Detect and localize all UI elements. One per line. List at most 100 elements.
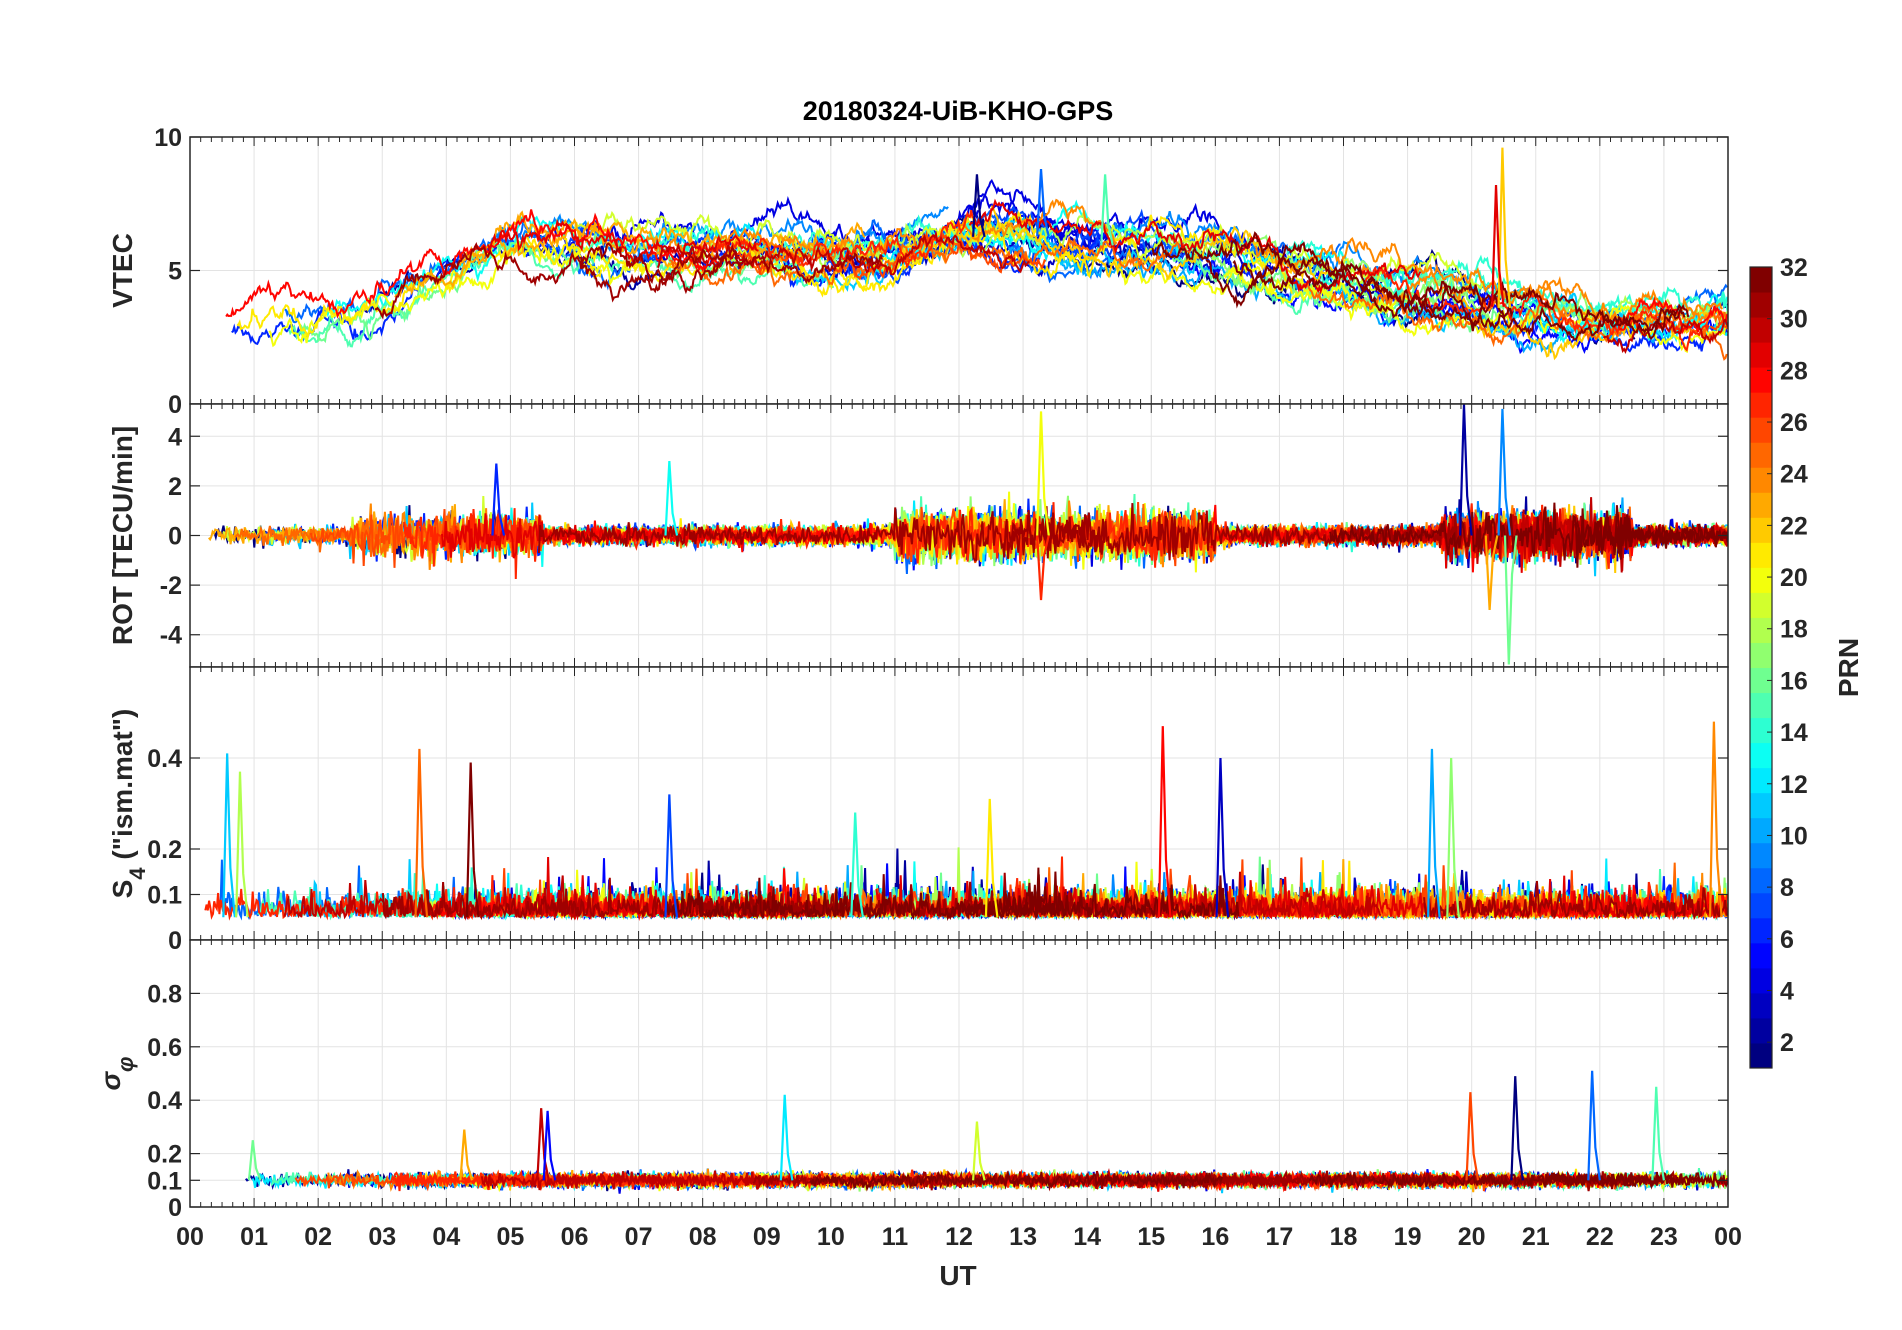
y-tick-label: 0.2	[147, 1141, 182, 1169]
colorbar-segment	[1750, 842, 1772, 869]
peak-point	[1484, 535, 1499, 611]
x-tick-label: 03	[368, 1223, 396, 1251]
x-tick-label: 21	[1522, 1223, 1550, 1251]
x-axis-label: UT	[939, 1260, 976, 1291]
colorbar-segment	[1750, 342, 1772, 368]
y-tick-label: 0	[168, 523, 182, 551]
colorbar-segment	[1750, 542, 1772, 568]
colorbar-segment	[1750, 892, 1772, 919]
colorbar-tick-label: 20	[1780, 564, 1808, 592]
colorbar-tick-label: 18	[1780, 616, 1808, 644]
series-line-prn-14	[655, 214, 980, 258]
y-tick-label: 4	[168, 423, 182, 451]
y-tick-label: 0.6	[147, 1034, 182, 1062]
colorbar-segment	[1750, 717, 1772, 744]
series-line-prn-29	[1301, 875, 1722, 921]
colorbar-tick-label: 30	[1780, 306, 1808, 334]
colorbar-tick-label: 28	[1780, 357, 1808, 385]
colorbar-segment	[1750, 917, 1772, 944]
peak-point	[414, 748, 429, 918]
peak-point	[1036, 168, 1050, 237]
colorbar-segment	[1750, 767, 1772, 794]
series-line-prn-19	[1110, 223, 1485, 293]
x-tick-label: 12	[945, 1223, 973, 1251]
series-line-prn-32	[1205, 258, 1690, 341]
y-axis-label: σφ	[95, 1056, 138, 1090]
colorbar-segment	[1750, 967, 1772, 994]
series-line-prn-30	[656, 230, 1030, 276]
colorbar-segment	[1750, 292, 1772, 318]
colorbar-segment	[1750, 317, 1772, 343]
series-line-prn-32	[1232, 256, 1514, 332]
peak-point	[779, 1094, 794, 1181]
colorbar-frame	[1749, 266, 1773, 1069]
traces	[225, 147, 1728, 361]
peak-point	[1708, 721, 1723, 918]
x-tick-label: 00	[176, 1223, 204, 1251]
peak-point	[1510, 1076, 1525, 1181]
colorbar-segment	[1750, 867, 1772, 894]
panel-vtec: 0 5 10 VTEC	[107, 124, 1729, 419]
colorbar-segment	[1750, 667, 1772, 694]
series-line-prn-21	[555, 210, 1090, 298]
series-line-prn-28	[1614, 296, 1728, 335]
colorbar-tick-label: 2	[1780, 1029, 1794, 1057]
x-tick-label: 11	[882, 1223, 909, 1251]
peak-point	[235, 771, 249, 918]
series-line-prn-26	[1709, 319, 1728, 331]
y-tick-label: 0	[168, 927, 182, 955]
y-axis-label: S4 ("ism.mat")	[107, 709, 150, 899]
series-line-prn-31	[537, 507, 1106, 562]
colorbar-tick-label: 16	[1780, 667, 1808, 695]
colorbar-segment	[1750, 567, 1772, 593]
series-line-prn-25	[669, 235, 1191, 288]
series-line-prn-32	[809, 1170, 1224, 1192]
peak-point	[1036, 535, 1050, 601]
series-line-prn-14	[1365, 254, 1728, 321]
x-tick-label: 22	[1586, 1223, 1614, 1251]
peak-point	[491, 463, 506, 536]
series-line-prn-25	[1296, 279, 1728, 361]
series-line-prn-32	[961, 867, 1240, 920]
peak-point	[459, 1129, 474, 1181]
colorbar-segment	[1750, 492, 1772, 518]
y-tick-label: 0.1	[147, 1167, 182, 1195]
y-tick-label: 0	[168, 391, 182, 419]
colorbar-tick-label: 10	[1780, 822, 1808, 850]
series-line-prn-30	[283, 875, 595, 921]
series-line-prn-32	[1151, 231, 1686, 341]
y-tick-label: -2	[160, 572, 182, 600]
peak-point	[1446, 757, 1460, 918]
series-line-prn-29	[441, 513, 792, 559]
y-tick-label: 0.8	[147, 980, 182, 1008]
series-line-prn-31	[1423, 880, 1728, 920]
colorbar-segment	[1750, 1042, 1772, 1069]
series-line-prn-22	[858, 204, 1334, 286]
colorbar-tick-label: 22	[1780, 512, 1808, 540]
series-line-prn-26	[309, 509, 568, 568]
y-axis-label: ROT [TECU/min]	[107, 426, 138, 645]
peak-point	[536, 1108, 550, 1181]
peak-point	[1426, 748, 1441, 918]
peak-point	[1497, 147, 1512, 308]
colorbar-segment	[1750, 517, 1772, 543]
y-axis-label: VTEC	[107, 233, 138, 308]
peak-point	[972, 1121, 986, 1181]
peak-point	[1491, 185, 1505, 307]
colorbar-segment	[1750, 592, 1772, 618]
peak-point	[664, 460, 679, 536]
y-tick-label: -4	[160, 622, 182, 650]
peak-point	[1497, 408, 1512, 536]
series-line-prn-32	[1537, 1170, 1728, 1190]
x-tick-label: 18	[1330, 1223, 1358, 1251]
series-line-prn-27	[690, 210, 976, 270]
peak-point	[247, 1140, 262, 1181]
x-tick-label: 23	[1650, 1223, 1678, 1251]
x-tick-label: 08	[689, 1223, 717, 1251]
peak-point	[1157, 726, 1172, 918]
colorbar-tick-label: 14	[1780, 719, 1808, 747]
panel-sigma-phi: 00.10.2 0.4 0.6 0.8 σφ	[95, 939, 1729, 1222]
series-line-prn-31	[1132, 1169, 1678, 1192]
colorbar-label: PRN	[1833, 638, 1864, 697]
x-axis: 00 01 02 03 04 05 06 07 08 09 10 11 12 13 14 15 16 17 18 19…	[176, 1223, 1742, 1251]
